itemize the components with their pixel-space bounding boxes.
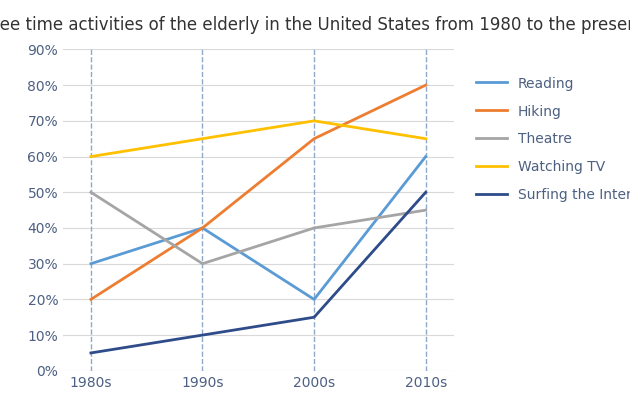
Hiking: [87, 297, 94, 302]
Theatre: [87, 190, 94, 195]
Surfing the Internet: [87, 351, 94, 356]
Reading: [87, 261, 94, 266]
Surfing the Internet: [422, 190, 430, 195]
Watching TV: [87, 154, 94, 159]
Reading: [198, 225, 206, 230]
Hiking: [422, 83, 430, 88]
Theatre: [422, 208, 430, 213]
Watching TV: [198, 136, 206, 141]
Line: Hiking: Hiking: [91, 85, 426, 300]
Hiking: [198, 225, 206, 230]
Line: Surfing the Internet: Surfing the Internet: [91, 192, 426, 353]
Watching TV: [311, 118, 318, 123]
Watching TV: [422, 136, 430, 141]
Surfing the Internet: [198, 332, 206, 337]
Text: Free time activities of the elderly in the United States from 1980 to the presen: Free time activities of the elderly in t…: [0, 16, 630, 35]
Surfing the Internet: [311, 315, 318, 320]
Reading: [311, 297, 318, 302]
Line: Theatre: Theatre: [91, 192, 426, 264]
Line: Reading: Reading: [91, 157, 426, 300]
Legend: Reading, Hiking, Theatre, Watching TV, Surfing the Internet: Reading, Hiking, Theatre, Watching TV, S…: [472, 73, 630, 206]
Hiking: [311, 136, 318, 141]
Reading: [422, 154, 430, 159]
Theatre: [311, 225, 318, 230]
Line: Watching TV: Watching TV: [91, 121, 426, 157]
Theatre: [198, 261, 206, 266]
